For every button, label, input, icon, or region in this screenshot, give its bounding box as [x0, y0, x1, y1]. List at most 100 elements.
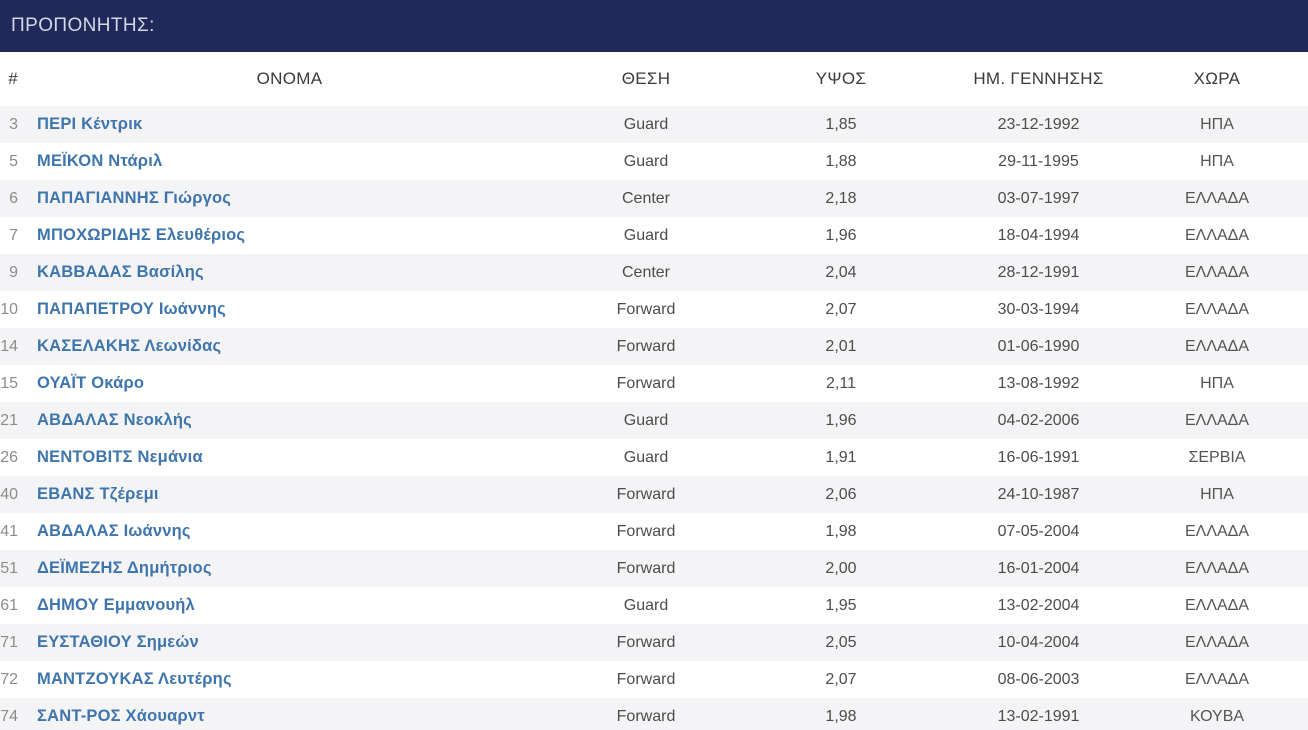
table-row: 72 ΜΑΝΤΖΟΥΚΑΣ Λευτέρης Forward 2,07 08-06-20…: [0, 661, 1308, 698]
player-name-cell: ΜΕΪΚΟΝ Ντάριλ: [18, 143, 561, 180]
player-position: Forward: [616, 707, 676, 725]
player-height: 2,05: [825, 633, 857, 651]
table-row: 26 ΝΕΝΤΟΒΙΤΣ Νεμάνια Guard 1,91 16-06-1991 ΣΕ…: [0, 439, 1308, 476]
player-birthdate: 04-02-2006: [997, 411, 1080, 429]
jersey-number: 40: [0, 485, 18, 503]
jersey-number: 5: [9, 152, 18, 170]
player-name-link[interactable]: ΚΑΣΕΛΑΚΗΣ Λεωνίδας: [37, 337, 222, 355]
jersey-number: 72: [0, 670, 18, 688]
player-name-cell: ΟΥΑΪΤ Οκάρο: [18, 365, 561, 402]
player-name-cell: ΠΕΡΙ Κέντρικ: [18, 106, 561, 143]
player-position: Forward: [616, 300, 676, 318]
player-position: Guard: [623, 411, 669, 429]
table-row: 5 ΜΕΪΚΟΝ Ντάριλ Guard 1,88 29-11-1995 ΗΠΑ: [0, 143, 1308, 180]
player-position: Guard: [623, 448, 669, 466]
player-birthdate: 08-06-2003: [997, 670, 1080, 688]
player-height: 1,91: [825, 448, 857, 466]
coach-bar: ΠΡΟΠΟΝΗΤΗΣ:: [0, 0, 1308, 52]
header-row: # ΟΝΟΜΑ ΘΕΣΗ ΥΨΟΣ ΗΜ. ΓΕΝΝΗΣΗΣ ΧΩΡΑ: [0, 52, 1308, 106]
player-height: 1,96: [825, 411, 857, 429]
table-row: 51 ΔΕΪΜΕΖΗΣ Δημήτριος Forward 2,00 16-01-200…: [0, 550, 1308, 587]
player-country: ΕΛΛΑΔΑ: [1184, 189, 1250, 207]
col-header-height: ΥΨΟΣ: [815, 69, 867, 88]
player-name-cell: ΚΑΒΒΑΔΑΣ Βασίλης: [18, 254, 561, 291]
player-birthdate: 03-07-1997: [997, 189, 1080, 207]
player-position: Forward: [616, 633, 676, 651]
player-name-link[interactable]: ΕΒΑΝΣ Τζέρεμι: [37, 485, 159, 503]
player-name-link[interactable]: ΠΕΡΙ Κέντρικ: [37, 115, 143, 133]
jersey-number: 21: [0, 411, 18, 429]
player-position: Forward: [616, 670, 676, 688]
player-position: Guard: [623, 226, 669, 244]
jersey-number: 6: [9, 189, 18, 207]
player-name-cell: ΔΗΜΟΥ Εμμανουήλ: [18, 587, 561, 624]
player-birthdate: 24-10-1987: [997, 485, 1080, 503]
col-header-country: ΧΩΡΑ: [1193, 69, 1241, 88]
player-height: 1,95: [825, 596, 857, 614]
player-name-cell: ΜΑΝΤΖΟΥΚΑΣ Λευτέρης: [18, 661, 561, 698]
player-height: 2,01: [825, 337, 857, 355]
player-country: ΗΠΑ: [1200, 374, 1234, 392]
jersey-number: 9: [9, 263, 18, 281]
player-birthdate: 13-02-2004: [997, 596, 1080, 614]
player-birthdate: 16-06-1991: [997, 448, 1080, 466]
player-name-cell: ΚΑΣΕΛΑΚΗΣ Λεωνίδας: [18, 328, 561, 365]
player-height: 1,96: [825, 226, 857, 244]
player-position: Forward: [616, 374, 676, 392]
table-row: 9 ΚΑΒΒΑΔΑΣ Βασίλης Center 2,04 28-12-1991 ΕΛΛ…: [0, 254, 1308, 291]
table-row: 71 ΕΥΣΤΑΘΙΟΥ Σημεών Forward 2,05 10-04-2004 Ε…: [0, 624, 1308, 661]
player-height: 1,88: [825, 152, 857, 170]
col-header-position: ΘΕΣΗ: [621, 69, 671, 88]
player-name-link[interactable]: ΝΕΝΤΟΒΙΤΣ Νεμάνια: [37, 448, 203, 466]
player-name-link[interactable]: ΠΑΠΑΠΕΤΡΟΥ Ιωάννης: [37, 300, 226, 318]
col-header-name: ΟΝΟΜΑ: [256, 69, 323, 88]
player-name-link[interactable]: ΟΥΑΪΤ Οκάρο: [37, 374, 145, 392]
player-height: 2,04: [825, 263, 857, 281]
player-name-link[interactable]: ΕΥΣΤΑΘΙΟΥ Σημεών: [37, 633, 199, 651]
player-country: ΣΕΡΒΙΑ: [1188, 448, 1246, 466]
jersey-number: 61: [0, 596, 18, 614]
col-header-number: #: [8, 69, 18, 88]
player-name-link[interactable]: ΜΕΪΚΟΝ Ντάριλ: [37, 152, 163, 170]
jersey-number: 74: [0, 707, 18, 725]
player-name-link[interactable]: ΜΠΟΧΩΡΙΔΗΣ Ελευθέριος: [37, 226, 246, 244]
player-name-link[interactable]: ΚΑΒΒΑΔΑΣ Βασίλης: [37, 263, 204, 281]
player-name-link[interactable]: ΜΑΝΤΖΟΥΚΑΣ Λευτέρης: [37, 670, 232, 688]
player-name-cell: ΜΠΟΧΩΡΙΔΗΣ Ελευθέριος: [18, 217, 561, 254]
player-name-link[interactable]: ΣΑΝΤ-ΡΟΣ Χάουαρντ: [37, 707, 205, 725]
player-position: Forward: [616, 522, 676, 540]
jersey-number: 71: [0, 633, 18, 651]
player-height: 1,85: [825, 115, 857, 133]
player-name-cell: ΠΑΠΑΓΙΑΝΝΗΣ Γιώργος: [18, 180, 561, 217]
player-name-link[interactable]: ΠΑΠΑΓΙΑΝΝΗΣ Γιώργος: [37, 189, 232, 207]
jersey-number: 7: [9, 226, 18, 244]
player-name-link[interactable]: ΔΕΪΜΕΖΗΣ Δημήτριος: [37, 559, 212, 577]
player-height: 2,18: [825, 189, 857, 207]
player-position: Guard: [623, 596, 669, 614]
player-birthdate: 23-12-1992: [997, 115, 1080, 133]
player-birthdate: 16-01-2004: [997, 559, 1080, 577]
table-row: 74 ΣΑΝΤ-ΡΟΣ Χάουαρντ Forward 1,98 13-02-1991…: [0, 698, 1308, 730]
player-height: 1,98: [825, 522, 857, 540]
player-birthdate: 01-06-1990: [997, 337, 1080, 355]
player-birthdate: 28-12-1991: [997, 263, 1080, 281]
player-name-cell: ΕΒΑΝΣ Τζέρεμι: [18, 476, 561, 513]
player-country: ΕΛΛΑΔΑ: [1184, 559, 1250, 577]
player-birthdate: 10-04-2004: [997, 633, 1080, 651]
player-birthdate: 30-03-1994: [997, 300, 1080, 318]
player-name-link[interactable]: ΑΒΔΑΛΑΣ Νεοκλής: [37, 411, 192, 429]
jersey-number: 14: [0, 337, 18, 355]
roster-table-header: # ΟΝΟΜΑ ΘΕΣΗ ΥΨΟΣ ΗΜ. ΓΕΝΝΗΣΗΣ ΧΩΡΑ: [0, 52, 1308, 106]
player-name-link[interactable]: ΑΒΔΑΛΑΣ Ιωάννης: [37, 522, 191, 540]
player-name-link[interactable]: ΔΗΜΟΥ Εμμανουήλ: [37, 596, 195, 614]
player-country: ΕΛΛΑΔΑ: [1184, 633, 1250, 651]
player-country: ΗΠΑ: [1200, 485, 1234, 503]
table-row: 14 ΚΑΣΕΛΑΚΗΣ Λεωνίδας Forward 2,01 01-06-199…: [0, 328, 1308, 365]
player-country: ΕΛΛΑΔΑ: [1184, 263, 1250, 281]
table-row: 61 ΔΗΜΟΥ Εμμανουήλ Guard 1,95 13-02-2004 ΕΛΛΑ…: [0, 587, 1308, 624]
table-row: 6 ΠΑΠΑΓΙΑΝΝΗΣ Γιώργος Center 2,18 03-07-1997…: [0, 180, 1308, 217]
player-country: ΕΛΛΑΔΑ: [1184, 300, 1250, 318]
player-position: Forward: [616, 559, 676, 577]
player-birthdate: 29-11-1995: [998, 152, 1079, 170]
